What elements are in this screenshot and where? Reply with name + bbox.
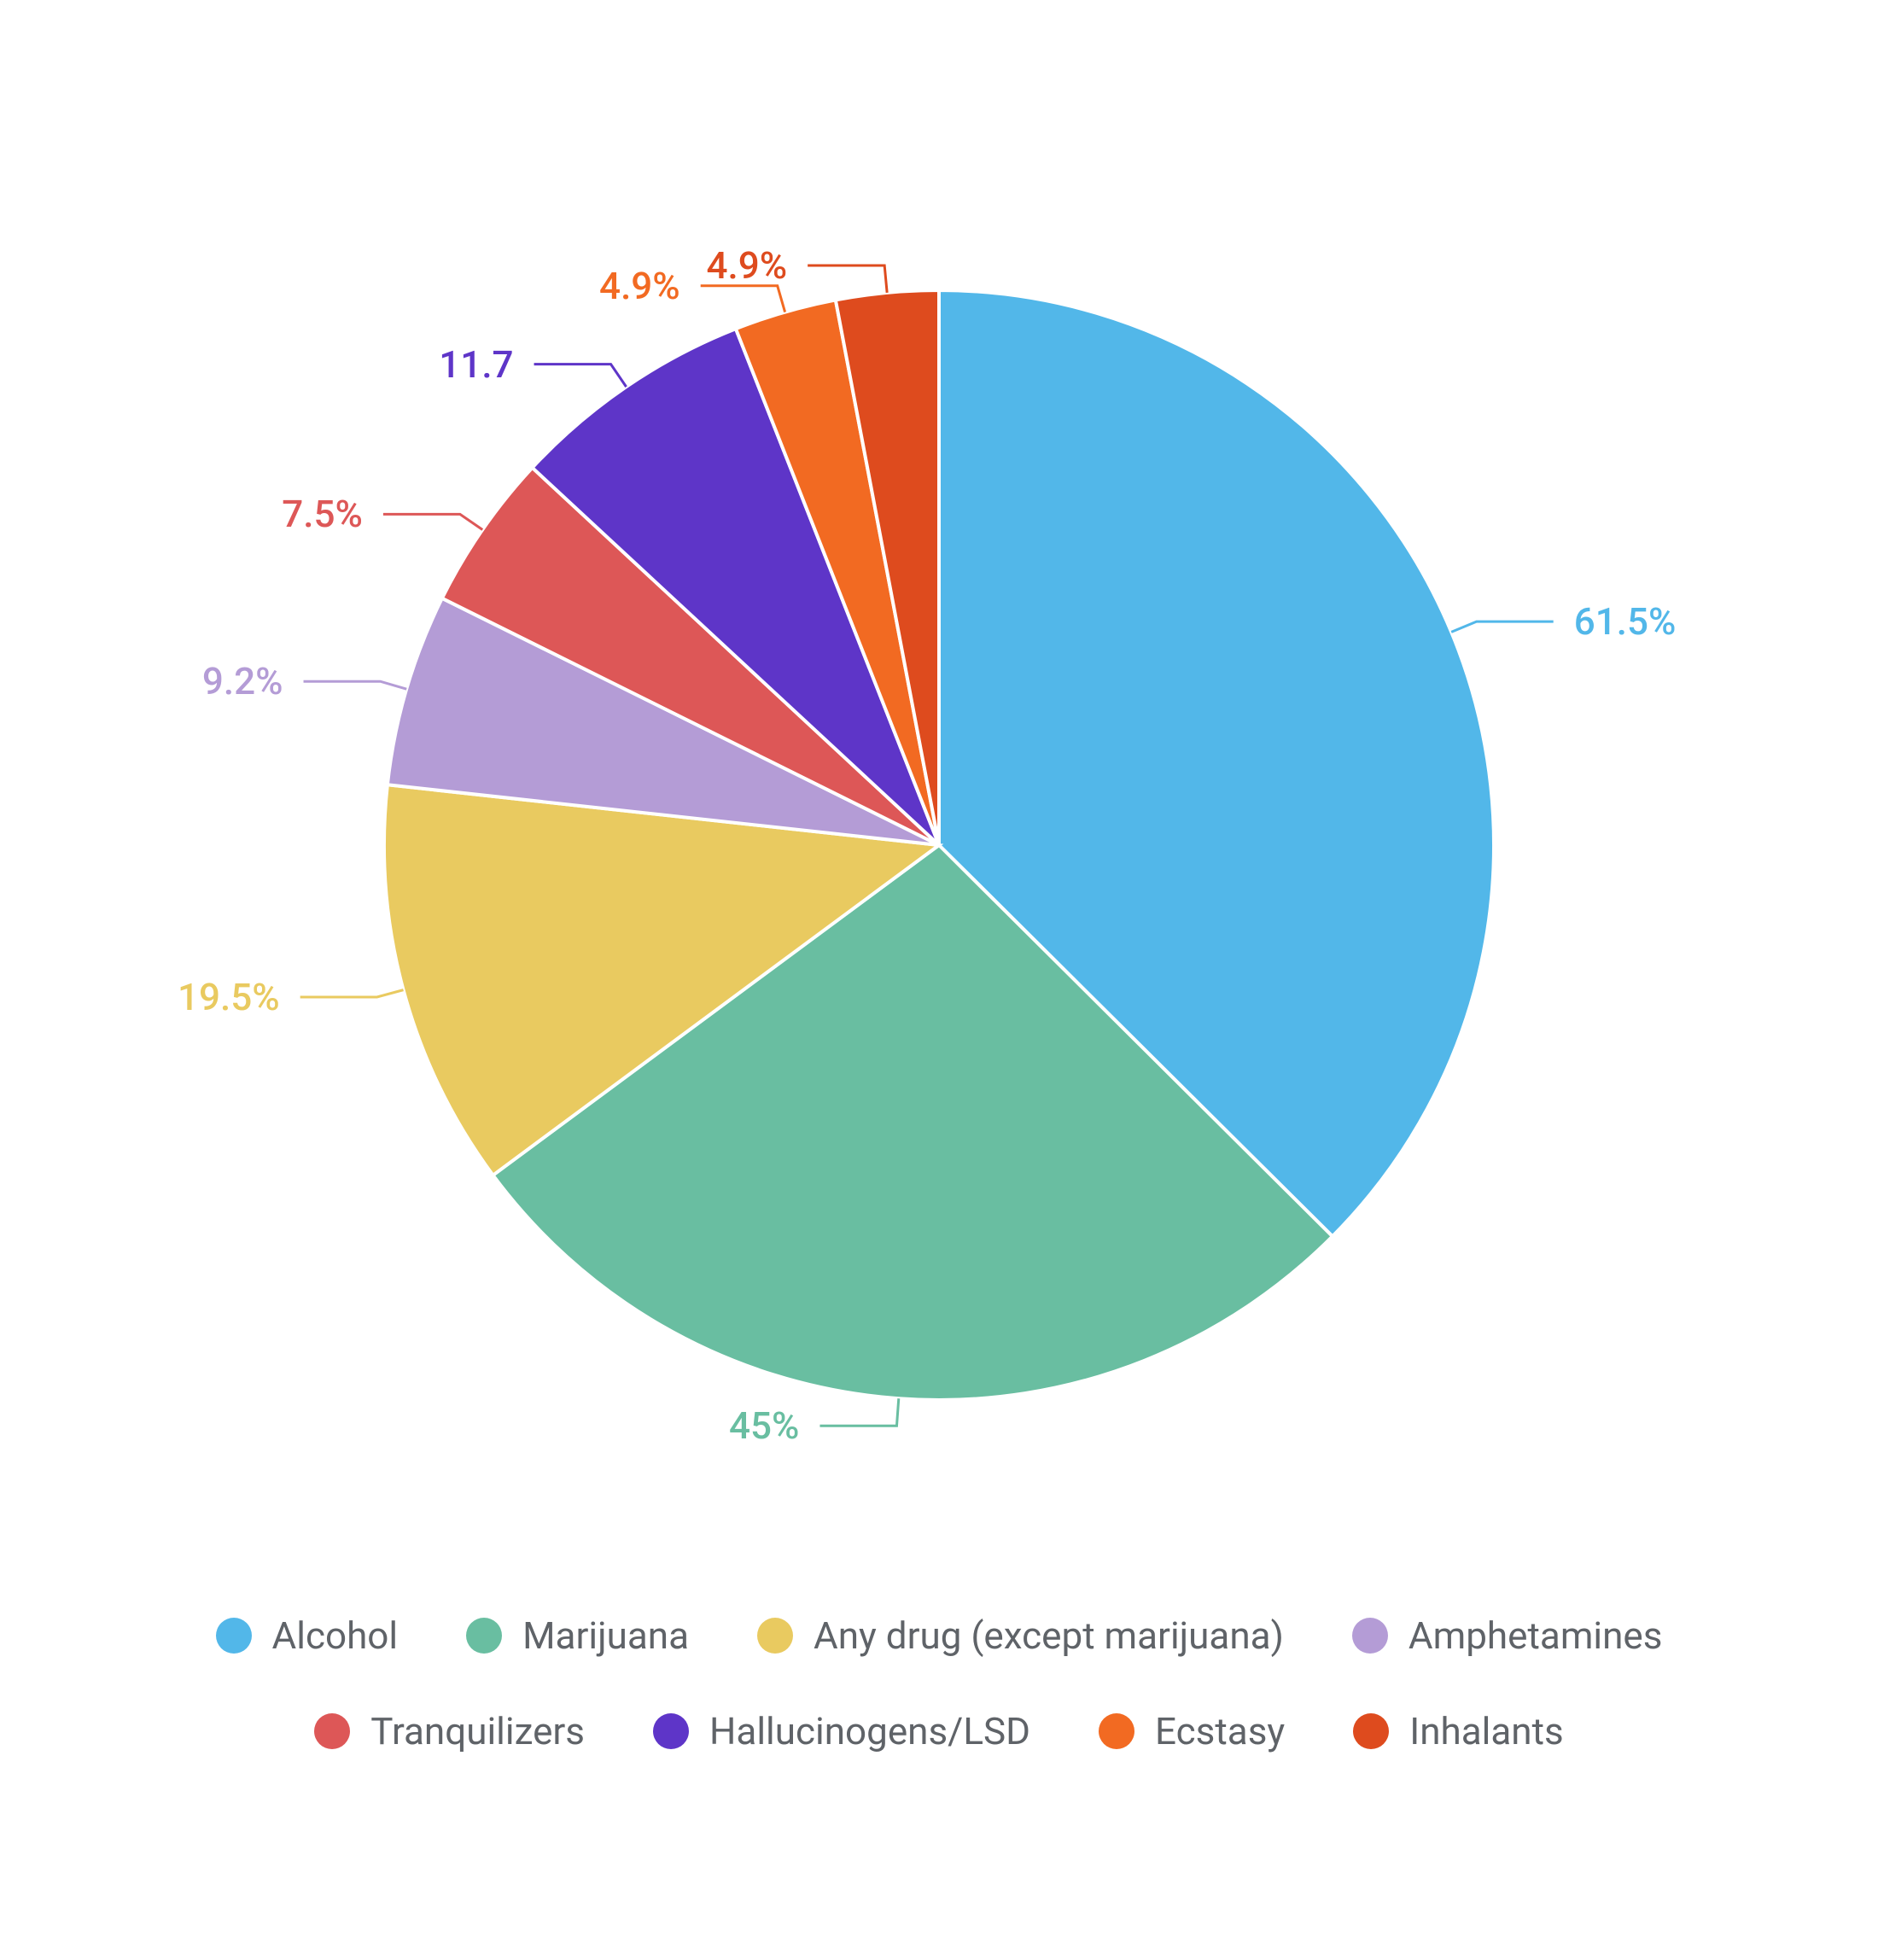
legend-item: Marijuana (466, 1613, 689, 1658)
slice-label: 45% (729, 1403, 799, 1448)
legend-swatch-icon (216, 1618, 252, 1654)
leader-line (304, 681, 407, 689)
leader-line (1451, 621, 1554, 632)
legend-swatch-icon (653, 1713, 689, 1749)
legend-item: Inhalants (1353, 1709, 1563, 1753)
slice-label: 19.5% (178, 975, 280, 1019)
slice-label: 4.9% (707, 243, 788, 288)
legend-item: Any drug (except marijuana) (757, 1613, 1284, 1658)
slice-label: 4.9% (599, 264, 680, 308)
legend-label: Tranquilizers (370, 1709, 585, 1753)
legend-item: Ecstasy (1099, 1709, 1285, 1753)
legend-swatch-icon (1352, 1618, 1388, 1654)
leader-line (300, 990, 404, 997)
legend: Alcohol Marijuana Any drug (except marijua… (0, 1613, 1878, 1753)
slice-label: 61.5% (1574, 599, 1677, 644)
leader-line (534, 365, 627, 387)
legend-item: Tranquilizers (314, 1709, 585, 1753)
leader-line (808, 265, 887, 293)
legend-label: Inhalants (1409, 1709, 1563, 1753)
legend-item: Alcohol (216, 1613, 399, 1658)
leader-line (819, 1398, 898, 1426)
slice-label: 7.5% (282, 492, 363, 536)
legend-swatch-icon (1353, 1713, 1389, 1749)
leader-line (383, 514, 482, 529)
leader-line (701, 286, 785, 312)
pie-chart-container: Alcohol Marijuana Any drug (except marijua… (0, 0, 1878, 1960)
legend-label: Hallucinogens/LSD (709, 1709, 1030, 1753)
legend-label: Marijuana (522, 1613, 689, 1658)
slice-label: 11.7 (439, 342, 513, 387)
legend-label: Ecstasy (1155, 1709, 1285, 1753)
legend-swatch-icon (466, 1618, 502, 1654)
legend-label: Any drug (except marijuana) (814, 1613, 1284, 1658)
legend-label: Alcohol (272, 1613, 399, 1658)
legend-label: Amphetamines (1408, 1613, 1663, 1658)
legend-item: Amphetamines (1352, 1613, 1663, 1658)
legend-swatch-icon (1099, 1713, 1134, 1749)
legend-item: Hallucinogens/LSD (653, 1709, 1030, 1753)
legend-swatch-icon (757, 1618, 793, 1654)
legend-swatch-icon (314, 1713, 350, 1749)
slice-label: 9.2% (202, 659, 283, 703)
